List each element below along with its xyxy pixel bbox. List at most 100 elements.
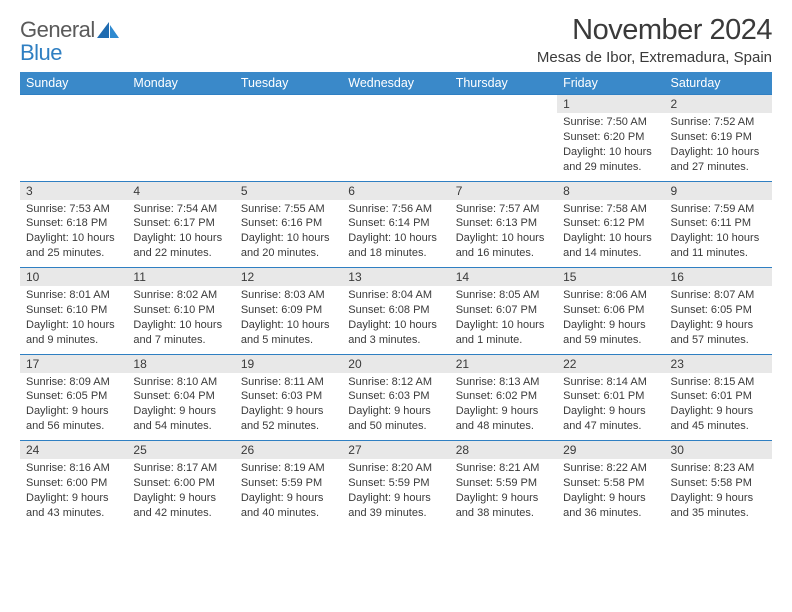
day-number-cell	[450, 95, 557, 114]
daylight-line: Daylight: 9 hours and 54 minutes.	[133, 404, 228, 434]
day-number-cell: 20	[342, 354, 449, 373]
day-detail-cell: Sunrise: 7:54 AMSunset: 6:17 PMDaylight:…	[127, 200, 234, 268]
sunset-line: Sunset: 6:19 PM	[671, 130, 766, 145]
day-number-cell: 17	[20, 354, 127, 373]
day-number-cell: 21	[450, 354, 557, 373]
day-detail-cell: Sunrise: 7:58 AMSunset: 6:12 PMDaylight:…	[557, 200, 664, 268]
sunset-line: Sunset: 6:01 PM	[671, 389, 766, 404]
logo-text-blue: Blue	[20, 40, 62, 65]
sunset-line: Sunset: 6:13 PM	[456, 216, 551, 231]
title-block: November 2024 Mesas de Ibor, Extremadura…	[537, 14, 772, 66]
sunrise-line: Sunrise: 7:59 AM	[671, 202, 766, 217]
logo-sail-icon	[95, 20, 121, 43]
sunrise-line: Sunrise: 8:16 AM	[26, 461, 121, 476]
day-detail-cell	[235, 113, 342, 181]
day-detail-cell: Sunrise: 8:20 AMSunset: 5:59 PMDaylight:…	[342, 459, 449, 527]
day-detail-cell: Sunrise: 8:23 AMSunset: 5:58 PMDaylight:…	[665, 459, 772, 527]
daylight-line: Daylight: 9 hours and 36 minutes.	[563, 491, 658, 521]
sunrise-line: Sunrise: 7:58 AM	[563, 202, 658, 217]
sunrise-line: Sunrise: 8:09 AM	[26, 375, 121, 390]
day-number-cell: 13	[342, 268, 449, 287]
day-detail-cell: Sunrise: 8:22 AMSunset: 5:58 PMDaylight:…	[557, 459, 664, 527]
day-detail-cell	[342, 113, 449, 181]
daylight-line: Daylight: 10 hours and 18 minutes.	[348, 231, 443, 261]
daylight-line: Daylight: 9 hours and 38 minutes.	[456, 491, 551, 521]
day-detail-cell: Sunrise: 8:10 AMSunset: 6:04 PMDaylight:…	[127, 373, 234, 441]
day-detail-row: Sunrise: 8:16 AMSunset: 6:00 PMDaylight:…	[20, 459, 772, 527]
sunrise-line: Sunrise: 8:15 AM	[671, 375, 766, 390]
daylight-line: Daylight: 9 hours and 35 minutes.	[671, 491, 766, 521]
daylight-line: Daylight: 9 hours and 40 minutes.	[241, 491, 336, 521]
sunset-line: Sunset: 6:07 PM	[456, 303, 551, 318]
day-number-cell: 8	[557, 181, 664, 200]
sunset-line: Sunset: 5:59 PM	[348, 476, 443, 491]
sunset-line: Sunset: 6:10 PM	[133, 303, 228, 318]
day-detail-cell: Sunrise: 7:53 AMSunset: 6:18 PMDaylight:…	[20, 200, 127, 268]
weekday-header: Sunday	[20, 72, 127, 95]
sunset-line: Sunset: 6:18 PM	[26, 216, 121, 231]
daylight-line: Daylight: 10 hours and 3 minutes.	[348, 318, 443, 348]
day-number-cell: 16	[665, 268, 772, 287]
location: Mesas de Ibor, Extremadura, Spain	[537, 49, 772, 66]
day-number-cell: 4	[127, 181, 234, 200]
day-number-cell: 25	[127, 441, 234, 460]
day-detail-cell: Sunrise: 8:16 AMSunset: 6:00 PMDaylight:…	[20, 459, 127, 527]
sunrise-line: Sunrise: 8:22 AM	[563, 461, 658, 476]
sunset-line: Sunset: 6:12 PM	[563, 216, 658, 231]
day-number-cell: 6	[342, 181, 449, 200]
day-detail-cell: Sunrise: 8:02 AMSunset: 6:10 PMDaylight:…	[127, 286, 234, 354]
calendar-table: SundayMondayTuesdayWednesdayThursdayFrid…	[20, 72, 772, 527]
day-detail-row: Sunrise: 8:09 AMSunset: 6:05 PMDaylight:…	[20, 373, 772, 441]
day-detail-cell: Sunrise: 7:59 AMSunset: 6:11 PMDaylight:…	[665, 200, 772, 268]
day-number-cell: 28	[450, 441, 557, 460]
daylight-line: Daylight: 9 hours and 50 minutes.	[348, 404, 443, 434]
day-number-cell: 26	[235, 441, 342, 460]
weekday-header: Monday	[127, 72, 234, 95]
day-number-cell: 15	[557, 268, 664, 287]
daylight-line: Daylight: 10 hours and 20 minutes.	[241, 231, 336, 261]
day-number-cell	[342, 95, 449, 114]
daylight-line: Daylight: 10 hours and 27 minutes.	[671, 145, 766, 175]
daylight-line: Daylight: 10 hours and 9 minutes.	[26, 318, 121, 348]
day-number-cell	[127, 95, 234, 114]
daylight-line: Daylight: 10 hours and 5 minutes.	[241, 318, 336, 348]
day-number-cell: 23	[665, 354, 772, 373]
sunset-line: Sunset: 5:59 PM	[456, 476, 551, 491]
day-detail-cell	[20, 113, 127, 181]
day-number-cell: 1	[557, 95, 664, 114]
sunset-line: Sunset: 6:02 PM	[456, 389, 551, 404]
daylight-line: Daylight: 9 hours and 39 minutes.	[348, 491, 443, 521]
day-number-row: 17181920212223	[20, 354, 772, 373]
day-number-cell	[235, 95, 342, 114]
day-number-cell: 7	[450, 181, 557, 200]
sunset-line: Sunset: 6:05 PM	[671, 303, 766, 318]
sunrise-line: Sunrise: 8:02 AM	[133, 288, 228, 303]
day-detail-cell	[450, 113, 557, 181]
header: General Blue November 2024 Mesas de Ibor…	[20, 14, 772, 66]
daylight-line: Daylight: 10 hours and 22 minutes.	[133, 231, 228, 261]
day-detail-cell: Sunrise: 8:04 AMSunset: 6:08 PMDaylight:…	[342, 286, 449, 354]
weekday-header: Saturday	[665, 72, 772, 95]
day-number-cell: 3	[20, 181, 127, 200]
daylight-line: Daylight: 10 hours and 16 minutes.	[456, 231, 551, 261]
sunrise-line: Sunrise: 8:05 AM	[456, 288, 551, 303]
sunset-line: Sunset: 5:59 PM	[241, 476, 336, 491]
weekday-header: Friday	[557, 72, 664, 95]
sunrise-line: Sunrise: 7:52 AM	[671, 115, 766, 130]
day-number-row: 24252627282930	[20, 441, 772, 460]
sunset-line: Sunset: 6:16 PM	[241, 216, 336, 231]
day-detail-cell: Sunrise: 8:12 AMSunset: 6:03 PMDaylight:…	[342, 373, 449, 441]
sunrise-line: Sunrise: 8:14 AM	[563, 375, 658, 390]
sunset-line: Sunset: 6:14 PM	[348, 216, 443, 231]
daylight-line: Daylight: 10 hours and 1 minute.	[456, 318, 551, 348]
sunset-line: Sunset: 6:11 PM	[671, 216, 766, 231]
daylight-line: Daylight: 9 hours and 43 minutes.	[26, 491, 121, 521]
sunset-line: Sunset: 6:03 PM	[348, 389, 443, 404]
sunrise-line: Sunrise: 8:21 AM	[456, 461, 551, 476]
sunset-line: Sunset: 6:03 PM	[241, 389, 336, 404]
day-number-cell: 18	[127, 354, 234, 373]
weekday-header-row: SundayMondayTuesdayWednesdayThursdayFrid…	[20, 72, 772, 95]
sunset-line: Sunset: 6:04 PM	[133, 389, 228, 404]
sunrise-line: Sunrise: 7:54 AM	[133, 202, 228, 217]
day-number-cell: 24	[20, 441, 127, 460]
